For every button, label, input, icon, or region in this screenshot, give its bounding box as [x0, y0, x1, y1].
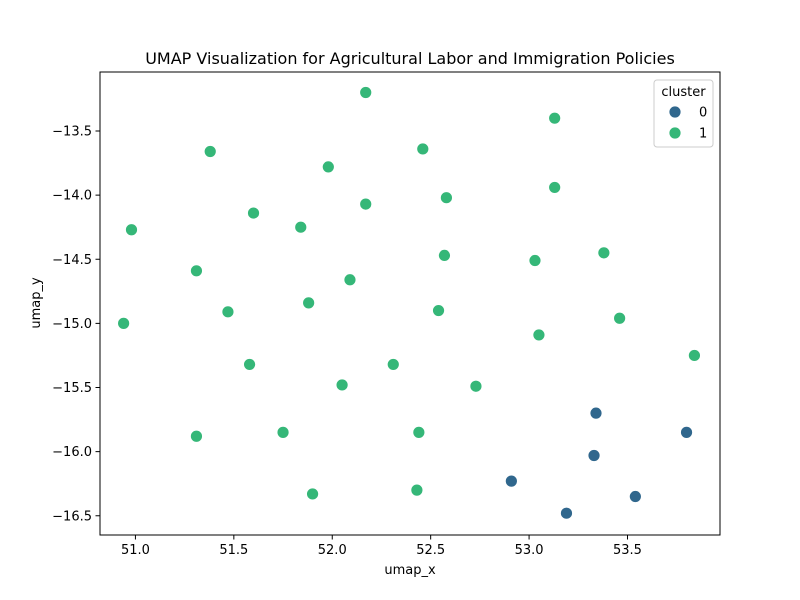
data-point-cluster-0	[587, 449, 601, 462]
data-point-cluster-1	[386, 358, 400, 371]
legend-marker-cluster-0	[668, 105, 682, 119]
y-tick-label: −15.0	[52, 317, 92, 332]
x-tick-label: 53.0	[515, 543, 544, 558]
data-point-cluster-1	[276, 425, 290, 439]
data-point-cluster-0	[560, 506, 573, 520]
data-point-cluster-1	[469, 379, 483, 393]
data-point-cluster-1	[432, 304, 445, 317]
data-point-cluster-1	[190, 429, 203, 443]
data-point-cluster-1	[243, 358, 256, 371]
data-point-cluster-0	[628, 490, 642, 503]
data-point-cluster-1	[203, 145, 217, 158]
y-tick-label: −16.5	[52, 509, 92, 524]
points-layer	[117, 86, 701, 520]
y-axis: −13.5 −14.0 −14.5 −15.0 −15.5 −16.0 −16.5	[52, 124, 100, 524]
legend-label-cluster-0: 0	[699, 106, 707, 121]
x-tick-label: 53.5	[613, 543, 642, 558]
data-point-cluster-1	[335, 378, 349, 392]
data-point-cluster-1	[306, 487, 319, 501]
y-tick-label: −13.5	[52, 124, 92, 139]
data-point-cluster-1	[117, 316, 131, 330]
y-tick-label: −14.5	[52, 253, 92, 268]
data-point-cluster-1	[440, 191, 453, 205]
data-point-cluster-1	[359, 86, 373, 99]
data-point-cluster-1	[412, 425, 426, 439]
data-point-cluster-1	[548, 181, 562, 194]
data-point-cluster-1	[438, 249, 451, 262]
legend: cluster 01	[653, 79, 714, 148]
x-axis: 51.0 51.5 52.0 52.5 53.0 53.5	[121, 535, 642, 558]
y-tick-label: −15.5	[52, 381, 92, 396]
data-point-cluster-0	[680, 425, 693, 439]
data-point-cluster-1	[359, 197, 373, 211]
data-point-cluster-1	[613, 311, 627, 325]
data-point-cluster-1	[597, 246, 611, 260]
data-point-cluster-1	[302, 296, 316, 310]
chart-title: UMAP Visualization for Agricultural Labo…	[145, 49, 675, 68]
plot-frame	[99, 71, 721, 536]
data-point-cluster-1	[532, 328, 546, 342]
data-point-cluster-1	[221, 305, 235, 319]
x-tick-label: 52.0	[318, 543, 347, 558]
data-point-cluster-1	[321, 160, 335, 174]
legend-label-cluster-1: 1	[699, 127, 707, 142]
data-point-cluster-1	[528, 254, 542, 267]
legend-title: cluster	[661, 85, 706, 100]
legend-box	[653, 79, 714, 148]
x-tick-label: 51.0	[121, 543, 150, 558]
x-tick-label: 51.5	[219, 543, 248, 558]
data-point-cluster-0	[589, 406, 603, 420]
x-axis-label: umap_x	[384, 563, 436, 578]
data-point-cluster-1	[125, 223, 138, 237]
y-tick-label: −14.0	[52, 189, 92, 204]
data-point-cluster-1	[548, 111, 562, 125]
data-point-cluster-1	[410, 483, 424, 497]
y-tick-label: −16.0	[52, 445, 92, 460]
data-point-cluster-1	[247, 206, 260, 220]
x-tick-label: 52.5	[416, 543, 445, 558]
data-point-cluster-1	[190, 264, 203, 278]
data-point-cluster-1	[294, 220, 308, 234]
data-point-cluster-0	[504, 474, 518, 488]
data-point-cluster-1	[343, 273, 357, 287]
y-axis-label: umap_y	[29, 277, 44, 329]
legend-marker-cluster-1	[668, 126, 682, 140]
legend-entries: 01	[668, 105, 707, 142]
data-point-cluster-1	[416, 142, 430, 156]
data-point-cluster-1	[688, 349, 701, 362]
